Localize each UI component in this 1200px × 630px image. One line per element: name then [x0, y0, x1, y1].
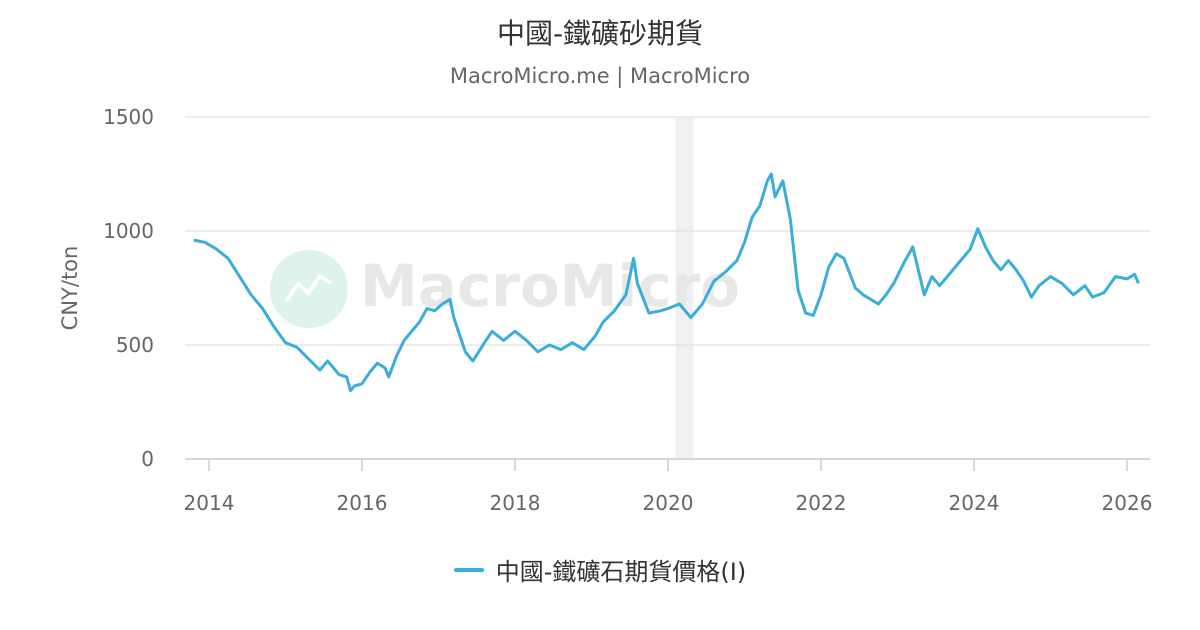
watermark-text: MacroMicro	[360, 252, 740, 320]
x-tick-label: 2024	[949, 491, 1000, 515]
x-tick-label: 2020	[643, 491, 694, 515]
watermark: MacroMicro	[270, 250, 740, 328]
shaded-region-layer	[675, 117, 694, 459]
y-tick-label: 1000	[103, 219, 154, 243]
legend-swatch	[453, 567, 484, 572]
x-tick-label: 2014	[184, 491, 235, 515]
x-tick-label: 2022	[796, 491, 847, 515]
y-tick-label: 0	[141, 447, 154, 471]
watermark-chart-glyph-icon	[284, 274, 333, 303]
y-tick-label: 500	[116, 333, 154, 357]
gridlines: 0 500 1000 1500	[103, 105, 1150, 471]
x-tick-label: 2026	[1102, 491, 1153, 515]
shaded-period-0	[675, 117, 694, 459]
axes: 2014 2016 2018 2020 2022 2024 2026	[184, 459, 1153, 515]
y-tick-label: 1500	[103, 105, 154, 129]
chart-title: 中國-鐵礦砂期貨	[496, 17, 704, 50]
x-tick-label: 2018	[490, 491, 541, 515]
legend-label[interactable]: 中國-鐵礦石期貨價格(I)	[495, 558, 747, 586]
x-tick-label: 2016	[337, 491, 388, 515]
legend[interactable]: 中國-鐵礦石期貨價格(I)	[0, 552, 1200, 587]
y-axis-label: CNY/ton	[58, 246, 82, 331]
chart-subtitle: MacroMicro.me | MacroMicro	[449, 64, 751, 88]
series-line	[193, 172, 1140, 393]
